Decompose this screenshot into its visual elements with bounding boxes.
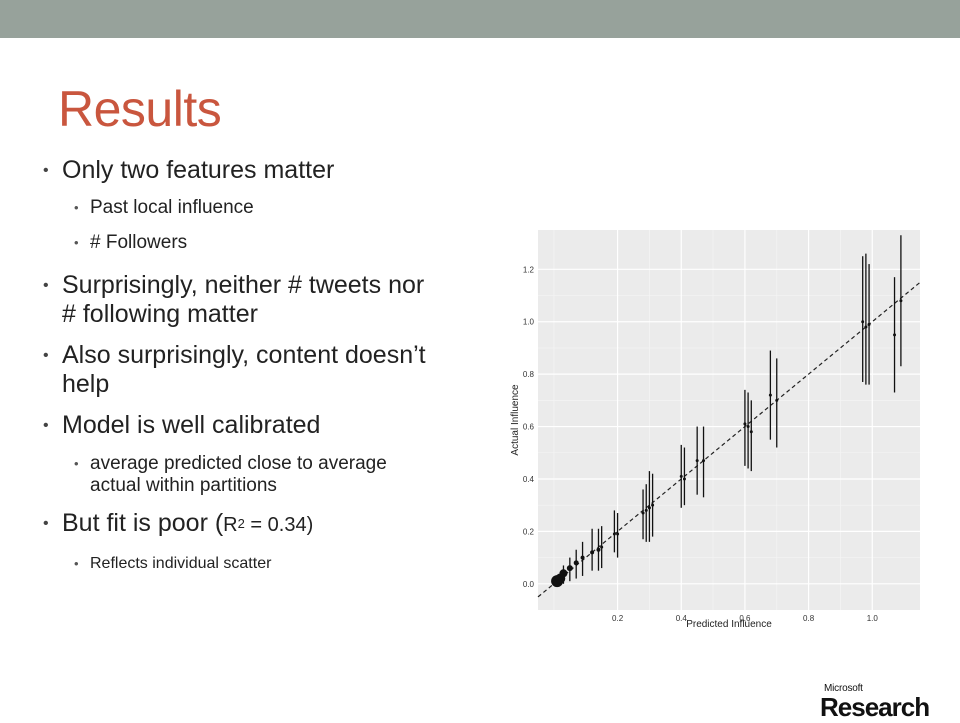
top-accent-bar: [0, 0, 960, 38]
data-point: [861, 320, 865, 324]
data-point: [746, 425, 750, 429]
data-point: [893, 333, 897, 337]
y-tick-label: 0.2: [523, 527, 535, 536]
bullet-text: Surprisingly, neither # tweets nor # fol…: [62, 271, 425, 328]
bullet-item: • Surprisingly, neither # tweets nor # fo…: [40, 271, 430, 329]
data-point: [682, 477, 686, 481]
sub-bullet-item: • average predicted close to average actu…: [40, 453, 430, 497]
r2-letter: R: [223, 514, 238, 536]
data-point: [768, 393, 772, 397]
r2-value: = 0.34): [244, 514, 314, 536]
y-tick-label: 0.4: [523, 475, 535, 484]
data-point: [867, 322, 871, 326]
data-point: [580, 555, 585, 560]
y-axis-label: Actual Influence: [510, 384, 521, 456]
microsoft-research-logo: Microsoft Research: [820, 683, 932, 722]
y-tick-label: 1.2: [523, 265, 535, 274]
data-point: [559, 569, 568, 578]
logo-line1: Microsoft: [824, 683, 863, 694]
bullet-item: • Only two features matter: [40, 156, 430, 185]
bullet-list: • Only two features matter • Past local in…: [40, 156, 430, 574]
data-point: [590, 550, 595, 555]
sub-bullet-item: • Past local influence: [40, 197, 430, 219]
bullet-item: • But fit is poor (R2 = 0.34): [40, 509, 430, 540]
sub-bullet-text: Reflects individual scatter: [90, 555, 272, 572]
bullet-text: Also surprisingly, content doesn’t help: [62, 341, 426, 398]
data-point: [641, 511, 645, 515]
x-tick-label: 0.2: [612, 614, 624, 623]
bullet-text: Only two features matter: [62, 156, 335, 184]
bullet-item: • Also surprisingly, content doesn’t help: [40, 341, 430, 399]
sub-bullet-item: • Reflects individual scatter: [40, 554, 430, 574]
bullet-dot: •: [43, 277, 49, 294]
slide-title: Results: [58, 81, 222, 137]
y-tick-label: 1.0: [523, 318, 535, 327]
data-point: [899, 299, 903, 303]
y-tick-label: 0.8: [523, 370, 535, 379]
x-tick-label: 0.6: [739, 614, 751, 623]
data-point: [702, 459, 706, 463]
x-tick-label: 0.8: [803, 614, 815, 623]
sub-bullet-dot: •: [74, 200, 79, 215]
calibration-chart: 0.2 0.4 0.6 0.8 1.0 0.0 0.2 0.4 0.6 0.8 1.0 1.2 Pre…: [510, 230, 921, 630]
data-marks: [551, 235, 903, 588]
y-tick-label: 0.0: [523, 580, 535, 589]
x-tick-label: 0.4: [676, 614, 688, 623]
data-point: [616, 532, 620, 536]
y-tick-label: 0.6: [523, 423, 535, 432]
bullet-dot: •: [43, 515, 49, 532]
sub-bullet-item: • # Followers: [40, 232, 430, 254]
sub-bullet-dot: •: [74, 235, 79, 250]
data-point: [596, 547, 601, 552]
sub-bullet-dot: •: [74, 556, 79, 571]
sub-bullet-dot: •: [74, 456, 79, 471]
reference-line: [537, 281, 921, 598]
logo-line2: Research: [820, 692, 930, 722]
bullet-dot: •: [43, 162, 49, 179]
x-axis-label: Predicted Influence: [686, 619, 772, 630]
data-point: [864, 325, 868, 329]
bullet-text: Model is well calibrated: [62, 411, 321, 439]
data-point: [749, 430, 753, 434]
data-point: [612, 532, 616, 536]
bullet-text: But fit is poor (: [62, 509, 224, 537]
bullet-dot: •: [43, 347, 49, 364]
x-tick-label: 1.0: [867, 614, 879, 623]
sub-bullet-text: Past local influence: [90, 197, 254, 218]
data-point: [647, 506, 651, 510]
data-point: [573, 560, 579, 566]
data-point: [775, 398, 779, 402]
data-point: [600, 545, 604, 549]
data-point: [644, 508, 648, 512]
data-point: [679, 474, 683, 478]
axis-ticks: 0.2 0.4 0.6 0.8 1.0 0.0 0.2 0.4 0.6 0.8 1.0 1.2: [523, 265, 878, 623]
data-point: [566, 565, 573, 572]
sub-bullet-text: average predicted close to average actua…: [90, 453, 387, 496]
data-point: [695, 459, 699, 463]
bullet-item: • Model is well calibrated: [40, 411, 430, 440]
sub-bullet-text: # Followers: [90, 232, 188, 253]
grid-lines: [538, 230, 920, 610]
bullet-dot: •: [43, 417, 49, 434]
r2-superscript: 2: [237, 516, 245, 531]
data-point: [743, 422, 747, 426]
data-point: [651, 503, 655, 507]
